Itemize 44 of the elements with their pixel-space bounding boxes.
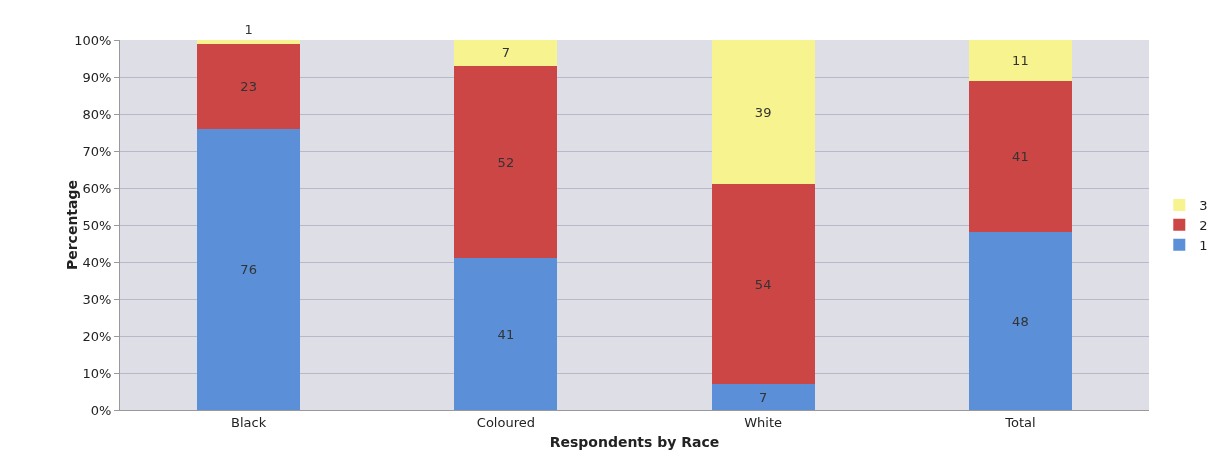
bar <box>197 43 301 129</box>
legend-label: 3 <box>1199 198 1208 214</box>
y-tick-label: 20% <box>82 328 112 344</box>
data-label: 11 <box>1012 52 1029 68</box>
x-tick-label: Black <box>231 414 267 430</box>
data-label: 54 <box>754 276 772 292</box>
bar <box>454 65 558 259</box>
y-tick-label: 0% <box>90 402 112 418</box>
bar <box>968 232 1072 410</box>
x-tick-label: Total <box>1004 414 1036 430</box>
legend-label: 1 <box>1199 237 1208 253</box>
data-label: 48 <box>1012 313 1029 329</box>
data-label: 7 <box>501 45 511 61</box>
data-label: 41 <box>497 326 515 342</box>
data-label: 7 <box>758 389 768 405</box>
bar <box>968 40 1072 81</box>
bar <box>454 40 558 66</box>
data-label: 52 <box>497 154 515 170</box>
y-tick-label: 30% <box>82 291 112 307</box>
legend-label: 2 <box>1199 217 1208 233</box>
data-label: 39 <box>754 104 772 120</box>
y-tick-label: 90% <box>82 69 112 85</box>
y-axis-title: Percentage <box>64 179 81 271</box>
bar <box>968 80 1072 233</box>
bar <box>711 184 815 385</box>
data-label: 41 <box>1012 149 1029 165</box>
bar <box>711 40 815 185</box>
bar <box>197 128 301 410</box>
data-label: 76 <box>240 261 257 277</box>
bar <box>711 384 815 410</box>
data-label: 23 <box>240 78 257 94</box>
y-tick-label: 70% <box>82 143 112 159</box>
y-tick-label: 80% <box>82 106 112 122</box>
y-tick-label: 60% <box>82 180 112 196</box>
x-axis-title: Respondents by Race <box>549 433 720 450</box>
x-tick-label: Coloured <box>476 414 535 430</box>
y-tick-label: 50% <box>82 217 112 233</box>
y-tick-label: 40% <box>82 254 112 270</box>
x-tick-label: White <box>744 414 783 430</box>
y-tick-label: 10% <box>82 365 112 381</box>
bar <box>454 258 558 410</box>
y-tick-label: 100% <box>74 32 112 48</box>
data-label: 1 <box>244 22 253 37</box>
bar <box>197 40 301 44</box>
